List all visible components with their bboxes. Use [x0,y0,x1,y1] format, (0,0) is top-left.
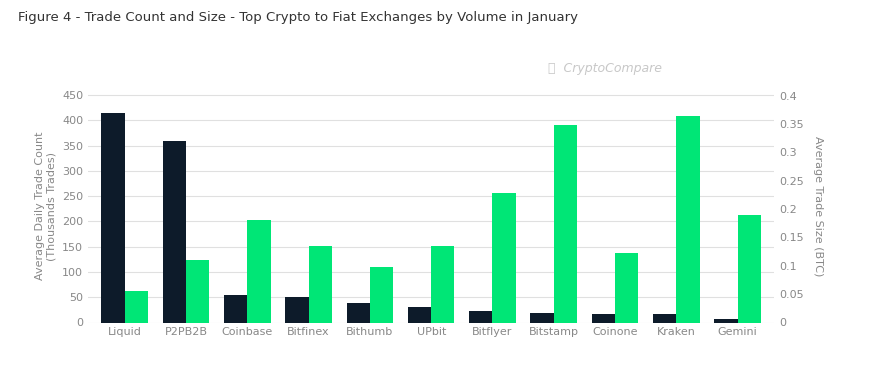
Bar [615,254,638,322]
Bar [101,113,125,322]
Text: ⓘ  CryptoCompare: ⓘ CryptoCompare [548,62,662,75]
Bar [715,319,737,322]
Bar [347,303,370,322]
Y-axis label: Average Daily Trade Count
(Thousands Trades): Average Daily Trade Count (Thousands Tra… [35,132,56,280]
Bar [493,193,516,322]
Bar [285,297,309,322]
Bar [431,246,454,322]
Bar [737,215,761,322]
Bar [677,116,700,322]
Bar [224,295,247,322]
Bar [125,291,148,322]
Y-axis label: Average Trade Size (BTC): Average Trade Size (BTC) [813,136,824,276]
Bar [309,246,332,322]
Bar [469,311,493,322]
Bar [247,220,271,322]
Bar [408,308,431,322]
Bar [370,267,393,322]
Bar [186,260,209,322]
Bar [591,314,615,322]
Text: Figure 4 - Trade Count and Size - Top Crypto to Fiat Exchanges by Volume in Janu: Figure 4 - Trade Count and Size - Top Cr… [18,11,577,24]
Bar [653,314,677,322]
Bar [554,125,577,322]
Bar [531,314,554,322]
Bar [163,141,186,322]
